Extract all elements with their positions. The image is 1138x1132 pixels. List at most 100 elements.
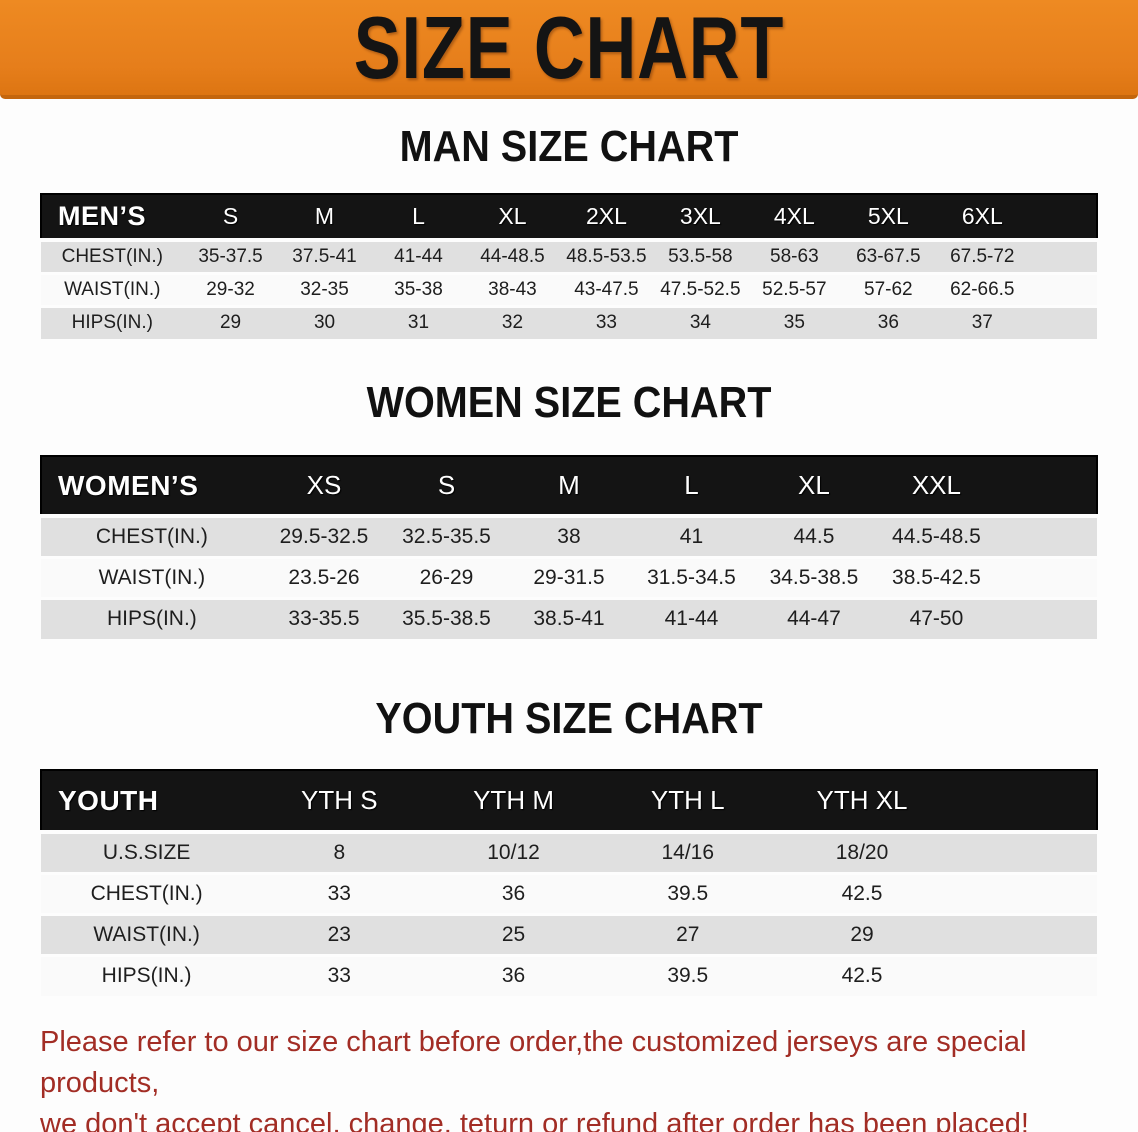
value-cell: 29 — [774, 912, 950, 955]
value-cell: 32-35 — [277, 271, 372, 306]
value-cell: 44.5-48.5 — [875, 514, 998, 557]
youth-size-table: YOUTH YTH S YTH M YTH L YTH XL U.S.SIZE 8 10/12… — [40, 769, 1098, 996]
row-label-cell: HIPS(IN.) — [41, 596, 263, 639]
women-section-title: WOMEN SIZE CHART — [366, 378, 772, 427]
filler-cell — [997, 514, 1097, 557]
value-cell: 47-50 — [875, 596, 998, 639]
value-cell: 31.5-34.5 — [630, 555, 753, 598]
value-cell: 33 — [252, 953, 427, 996]
size-header-cell: S — [183, 194, 278, 242]
value-cell: 29 — [183, 304, 278, 339]
value-cell: 27 — [600, 912, 775, 955]
row-label-cell: U.S.SIZE — [41, 830, 253, 873]
value-cell: 23 — [252, 912, 427, 955]
value-cell: 32.5-35.5 — [385, 514, 508, 557]
value-cell: 43-47.5 — [559, 271, 654, 306]
value-cell: 38.5-41 — [507, 596, 631, 639]
value-cell: 33 — [559, 304, 654, 339]
value-cell: 37.5-41 — [277, 238, 372, 273]
value-cell: 41-44 — [371, 238, 466, 273]
table-row: CHEST(IN.) 29.5-32.5 32.5-35.5 38 41 44.5 44.5… — [41, 514, 1097, 557]
value-cell: 38 — [507, 514, 631, 557]
value-cell: 36 — [426, 953, 601, 996]
value-cell: 37 — [935, 304, 1030, 339]
table-row: WAIST(IN.) 23 25 27 29 — [41, 912, 1097, 955]
value-cell: 23.5-26 — [262, 555, 386, 598]
value-cell: 8 — [252, 830, 427, 873]
filler-cell — [949, 830, 1097, 873]
value-cell: 35 — [747, 304, 842, 339]
size-header-cell: XL — [752, 456, 876, 518]
value-cell: 30 — [277, 304, 372, 339]
women-size-section: WOMEN SIZE CHART WOMEN’S XS S M L XL XXL CHEST(… — [0, 379, 1138, 639]
value-cell: 48.5-53.5 — [559, 238, 654, 273]
men-size-table: MEN’S S M L XL 2XL 3XL 4XL 5XL 6XL CHEST(IN.) 35-37… — [40, 193, 1098, 339]
filler-cell — [949, 912, 1097, 955]
row-label-cell: WAIST(IN.) — [41, 555, 263, 598]
table-row: HIPS(IN.) 33 36 39.5 42.5 — [41, 953, 1097, 996]
table-row: HIPS(IN.) 33-35.5 35.5-38.5 38.5-41 41-44 44-… — [41, 596, 1097, 639]
title-banner: SIZE CHART — [0, 0, 1138, 99]
value-cell: 44-48.5 — [465, 238, 560, 273]
size-header-cell: XXL — [875, 456, 998, 518]
value-cell: 26-29 — [385, 555, 508, 598]
disclaimer-text: Please refer to our size chart before or… — [40, 1022, 1118, 1132]
filler-cell — [997, 456, 1097, 518]
size-header-cell: 4XL — [747, 194, 842, 242]
size-header-cell: L — [630, 456, 753, 518]
value-cell: 10/12 — [426, 830, 601, 873]
value-cell: 39.5 — [600, 871, 775, 914]
size-header-cell: YTH XL — [774, 770, 950, 834]
size-header-cell: 3XL — [653, 194, 748, 242]
value-cell: 18/20 — [774, 830, 950, 873]
size-header-cell: YTH M — [426, 770, 601, 834]
value-cell: 38.5-42.5 — [875, 555, 998, 598]
filler-cell — [949, 871, 1097, 914]
size-header-cell: XS — [262, 456, 386, 518]
table-header-row: YOUTH YTH S YTH M YTH L YTH XL — [41, 770, 1097, 834]
filler-cell — [949, 953, 1097, 996]
value-cell: 63-67.5 — [841, 238, 936, 273]
value-cell: 29.5-32.5 — [262, 514, 386, 557]
value-cell: 29-31.5 — [507, 555, 631, 598]
value-cell: 34.5-38.5 — [752, 555, 876, 598]
women-size-table: WOMEN’S XS S M L XL XXL CHEST(IN.) 29.5-32.5 32.5… — [40, 455, 1098, 639]
size-header-cell: YTH S — [252, 770, 427, 834]
men-size-section: MAN SIZE CHART MEN’S S M L XL 2XL 3XL 4XL 5XL 6XL… — [0, 123, 1138, 339]
filler-cell — [1029, 194, 1097, 242]
value-cell: 41 — [630, 514, 753, 557]
size-header-cell: 6XL — [935, 194, 1030, 242]
filler-cell — [1029, 304, 1097, 339]
row-label-cell: WAIST(IN.) — [41, 271, 184, 306]
row-label-cell: CHEST(IN.) — [41, 514, 263, 557]
value-cell: 57-62 — [841, 271, 936, 306]
table-row: WAIST(IN.) 29-32 32-35 35-38 38-43 43-47.5 47.… — [41, 271, 1097, 306]
value-cell: 36 — [426, 871, 601, 914]
table-row: CHEST(IN.) 35-37.5 37.5-41 41-44 44-48.5 48.5… — [41, 238, 1097, 273]
men-section-title: MAN SIZE CHART — [399, 122, 739, 171]
value-cell: 36 — [841, 304, 936, 339]
value-cell: 52.5-57 — [747, 271, 842, 306]
value-cell: 67.5-72 — [935, 238, 1030, 273]
filler-cell — [997, 596, 1097, 639]
value-cell: 42.5 — [774, 871, 950, 914]
table-header-row: WOMEN’S XS S M L XL XXL — [41, 456, 1097, 518]
size-header-cell: YTH L — [600, 770, 775, 834]
value-cell: 44.5 — [752, 514, 876, 557]
value-cell: 34 — [653, 304, 748, 339]
value-cell: 47.5-52.5 — [653, 271, 748, 306]
table-row: WAIST(IN.) 23.5-26 26-29 29-31.5 31.5-34.5 34… — [41, 555, 1097, 598]
filler-cell — [997, 555, 1097, 598]
table-title-cell: WOMEN’S — [41, 456, 263, 518]
value-cell: 42.5 — [774, 953, 950, 996]
table-title-cell: YOUTH — [41, 770, 253, 834]
value-cell: 29-32 — [183, 271, 278, 306]
value-cell: 33-35.5 — [262, 596, 386, 639]
size-header-cell: L — [371, 194, 466, 242]
filler-cell — [949, 770, 1097, 834]
row-label-cell: WAIST(IN.) — [41, 912, 253, 955]
filler-cell — [1029, 271, 1097, 306]
value-cell: 44-47 — [752, 596, 876, 639]
value-cell: 58-63 — [747, 238, 842, 273]
youth-section-title: YOUTH SIZE CHART — [375, 694, 763, 743]
